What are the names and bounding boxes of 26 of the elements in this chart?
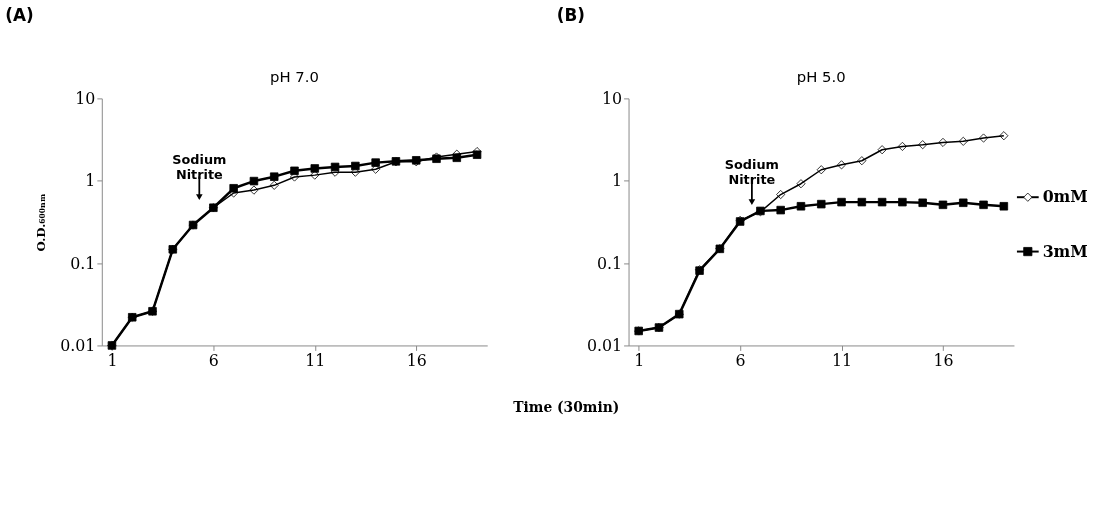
y-tick-label: 0.1: [597, 253, 623, 273]
x-axis-title: Time (30min): [513, 398, 620, 415]
y-tick-label: 10: [75, 88, 96, 108]
x-tick-label: 1: [634, 350, 645, 370]
x-tick-label: 6: [735, 350, 746, 370]
chart-title: (A): [5, 5, 34, 26]
chart-subtitle: pH 7.0: [270, 67, 319, 85]
annotation: Sodium Nitrite: [724, 156, 779, 188]
y-tick-label: 10: [602, 88, 623, 108]
x-tick-label: 11: [305, 350, 326, 370]
y-tick-label: 1: [612, 171, 623, 191]
y-tick-label: 0.1: [70, 253, 96, 273]
annotation: Sodium Nitrite: [172, 151, 227, 183]
x-tick-label: 11: [831, 350, 853, 370]
x-tick-label: 6: [208, 350, 219, 370]
y-tick-label: 1: [85, 171, 96, 191]
y-tick-label: 0.01: [60, 335, 96, 355]
legend-label: 3mM: [1042, 241, 1088, 261]
y-axis-title: O.D.₆₀₀ₙₘ: [34, 193, 49, 252]
y-tick-label: 0.01: [586, 335, 623, 355]
chart-subtitle: pH 5.0: [796, 67, 846, 85]
x-tick-label: 16: [406, 350, 427, 370]
chart-title: (B): [556, 5, 585, 26]
legend-label: 0mM: [1042, 187, 1088, 207]
x-tick-label: 16: [933, 350, 954, 370]
x-tick-label: 1: [107, 350, 118, 370]
